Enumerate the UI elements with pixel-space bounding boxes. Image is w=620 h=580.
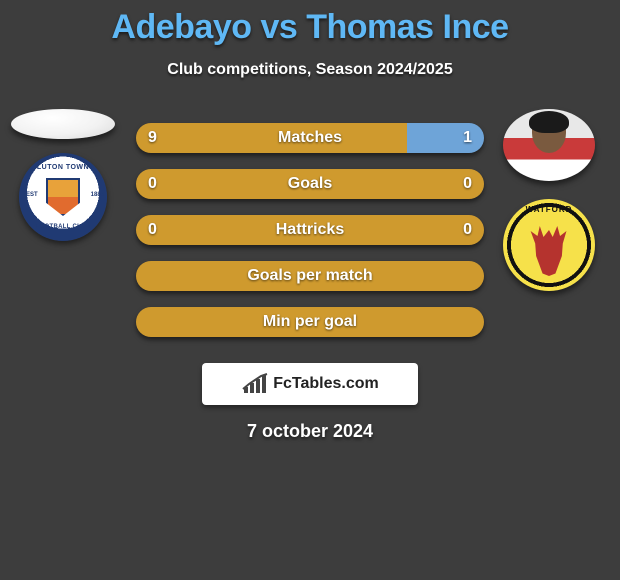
stat-label: Matches <box>278 129 342 147</box>
stat-value-left: 9 <box>148 129 157 147</box>
stat-label: Goals per match <box>247 267 372 285</box>
stat-bar: 0 0 Hattricks <box>136 215 484 245</box>
left-player-column: LUTON TOWN EST 1885 FOOTBALL CLUB <box>8 109 118 241</box>
brand-chart-icon <box>241 373 269 395</box>
stat-label: Goals <box>288 175 332 193</box>
stat-bar: 9 1 Matches <box>136 123 484 153</box>
stat-label: Hattricks <box>276 221 344 239</box>
right-club-text: WATFORD <box>503 205 595 214</box>
right-player-avatar <box>503 109 595 181</box>
left-club-badge: LUTON TOWN EST 1885 FOOTBALL CLUB <box>19 153 107 241</box>
page-title: Adebayo vs Thomas Ince <box>0 0 620 47</box>
right-club-badge: WATFORD <box>503 199 595 291</box>
stat-bar-fill-left <box>136 123 407 153</box>
stat-label: Min per goal <box>263 313 357 331</box>
stat-value-right: 0 <box>463 221 472 239</box>
stat-bar: Min per goal <box>136 307 484 337</box>
stat-bar: Goals per match <box>136 261 484 291</box>
moose-icon <box>526 226 572 276</box>
stat-bar: 0 0 Goals <box>136 169 484 199</box>
date-label: 7 october 2024 <box>0 421 620 442</box>
left-club-text-est: EST <box>26 192 38 198</box>
brand-badge: FcTables.com <box>202 363 418 405</box>
page-subtitle: Club competitions, Season 2024/2025 <box>0 61 620 79</box>
left-club-text-bot: FOOTBALL CLUB <box>32 224 94 230</box>
stat-value-left: 0 <box>148 221 157 239</box>
stat-value-right: 1 <box>463 129 472 147</box>
stat-bars: 9 1 Matches 0 0 Goals 0 0 Hattricks Goals per mat… <box>136 123 484 337</box>
left-club-shield-icon <box>46 178 80 216</box>
left-player-avatar <box>11 109 115 139</box>
right-player-column: WATFORD <box>494 109 604 291</box>
left-club-text-top: LUTON TOWN <box>32 164 94 171</box>
stat-value-left: 0 <box>148 175 157 193</box>
stat-bar-fill-right <box>407 123 484 153</box>
brand-text: FcTables.com <box>273 375 379 393</box>
left-club-text-year: 1885 <box>91 192 104 198</box>
stat-value-right: 0 <box>463 175 472 193</box>
